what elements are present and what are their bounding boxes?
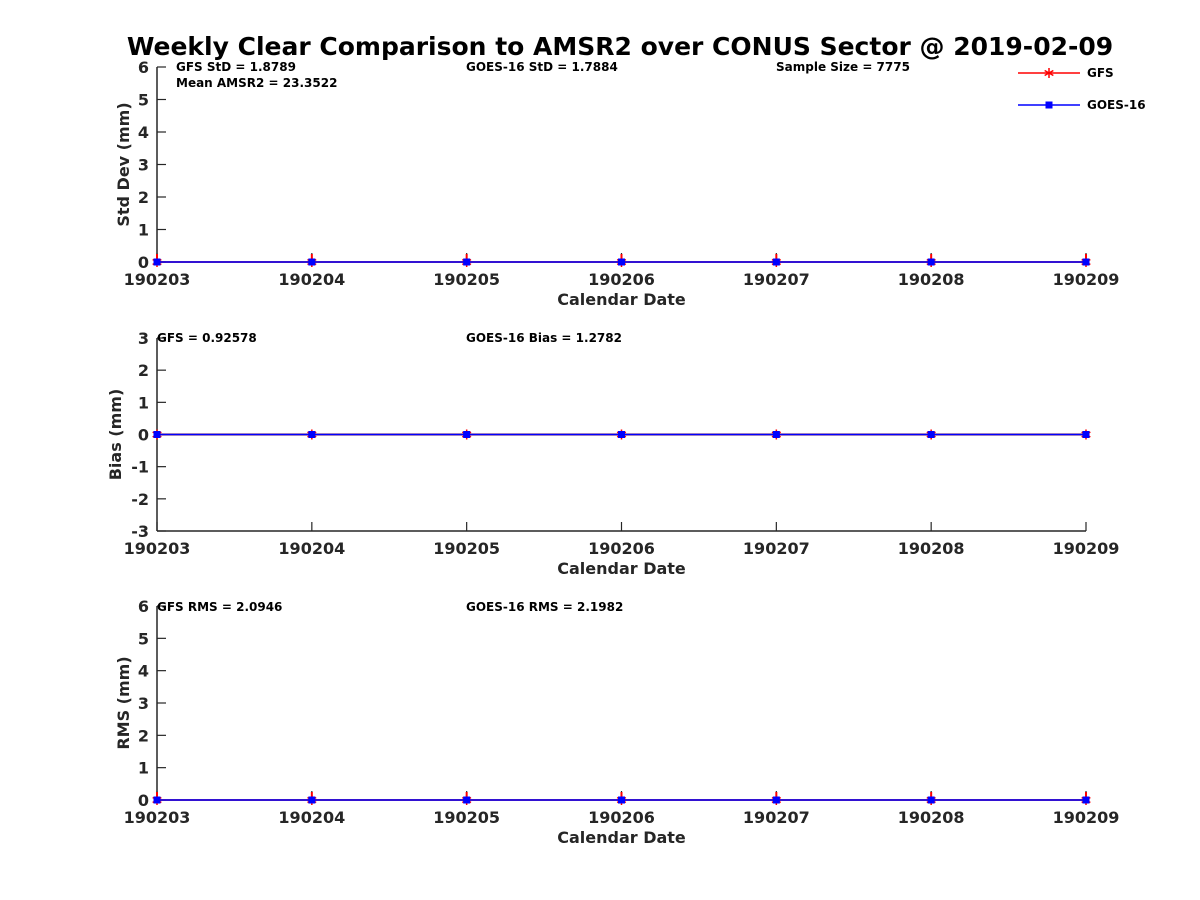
y-tick-label: 3 [138,156,149,175]
x-axis-label: Calendar Date [557,290,686,309]
goes16-point [308,258,316,266]
x-tick-label: 190205 [433,270,500,289]
y-tick-label: 2 [138,361,149,380]
goes16-point [618,796,625,804]
goes16-point [1082,796,1090,804]
y-tick-label: 6 [138,597,149,616]
x-tick-label: 190206 [588,808,655,827]
goes16-point [463,796,471,804]
legend-label-goes-16: GOES-16 [1087,98,1146,112]
goes16-point [772,258,780,266]
y-axis-label: Bias (mm) [106,389,125,481]
goes16-point [1082,258,1090,266]
goes16-point [927,431,935,438]
y-tick-label: 5 [138,91,149,110]
legend: GFS GOES-16 [1018,66,1146,112]
goes16-point [1082,431,1090,438]
x-tick-label: 190204 [278,539,345,558]
x-tick-label: 190205 [433,539,500,558]
x-tick-label: 190209 [1053,539,1120,558]
y-axis-label: RMS (mm) [114,656,133,749]
y-tick-label: 5 [138,629,149,648]
goes16-point [927,258,935,266]
panel-bias: -3 -2 -1 0 1 2 3 190203 190204 190205 190206 190207… [106,329,1119,578]
y-tick-label: 3 [138,694,149,713]
stat-annotation: Sample Size = 7775 [776,60,910,74]
y-tick-label: 3 [138,329,149,348]
goes16-point [618,258,625,266]
goes16-point [463,258,471,266]
stat-annotation: GOES-16 Bias = 1.2782 [466,331,622,345]
y-axis-label: Std Dev (mm) [114,102,133,226]
panel-std: 0 1 2 3 4 5 6 190203 190204 190205 190206 190207 190… [114,58,1119,309]
stat-annotation: GFS = 0.92578 [157,331,257,345]
panels: 0 1 2 3 4 5 6 190203 190204 190205 190206 190207 190… [106,58,1119,847]
panel-rms: 0 1 2 3 4 5 6 190203 190204 190205 190206 190207 190… [114,597,1119,847]
x-tick-label: 190209 [1053,270,1120,289]
x-tick-label: 190208 [898,539,965,558]
goes16-point [153,796,161,804]
x-tick-label: 190206 [588,539,655,558]
y-tick-label: 6 [138,58,149,77]
y-tick-label: 0 [138,253,149,272]
legend-label-gfs: GFS [1087,66,1114,80]
x-tick-label: 190205 [433,808,500,827]
y-tick-label: 2 [138,726,149,745]
x-tick-label: 190203 [124,539,191,558]
stat-annotation: GOES-16 RMS = 2.1982 [466,600,623,614]
x-tick-label: 190207 [743,270,810,289]
goes16-point [618,431,625,438]
y-tick-label: 1 [138,221,149,240]
stat-annotation: Mean AMSR2 = 23.3522 [176,76,337,90]
x-tick-label: 190208 [898,270,965,289]
goes16-point [463,431,471,438]
y-tick-label: 4 [138,123,149,142]
stat-annotation: GFS RMS = 2.0946 [157,600,282,614]
x-tick-label: 190207 [743,539,810,558]
y-tick-label: -1 [131,458,149,477]
goes16-point [308,796,316,804]
goes16-point [153,431,161,438]
y-tick-label: 1 [138,393,149,412]
legend-marker-square [1045,101,1053,109]
y-tick-label: 4 [138,662,149,681]
x-tick-label: 190204 [278,808,345,827]
goes16-point [153,258,161,266]
x-tick-label: 190207 [743,808,810,827]
x-tick-label: 190209 [1053,808,1120,827]
goes16-point [927,796,935,804]
goes16-point [772,796,780,804]
stat-annotation: GOES-16 StD = 1.7884 [466,60,618,74]
x-tick-label: 190206 [588,270,655,289]
chart-title: Weekly Clear Comparison to AMSR2 over CO… [127,32,1113,61]
x-tick-label: 190208 [898,808,965,827]
y-tick-label: 0 [138,426,149,445]
x-tick-label: 190203 [124,270,191,289]
stat-annotation: GFS StD = 1.8789 [176,60,296,74]
legend-marker-asterisk [1044,68,1054,78]
x-tick-label: 190204 [278,270,345,289]
y-tick-label: -2 [131,490,149,509]
y-tick-label: 0 [138,791,149,810]
x-axis-label: Calendar Date [557,559,686,578]
x-tick-label: 190203 [124,808,191,827]
y-tick-label: 1 [138,759,149,778]
x-axis-label: Calendar Date [557,828,686,847]
goes16-point [772,431,780,438]
y-tick-label: 2 [138,188,149,207]
goes16-point [308,431,316,438]
y-tick-label: -3 [131,522,149,541]
